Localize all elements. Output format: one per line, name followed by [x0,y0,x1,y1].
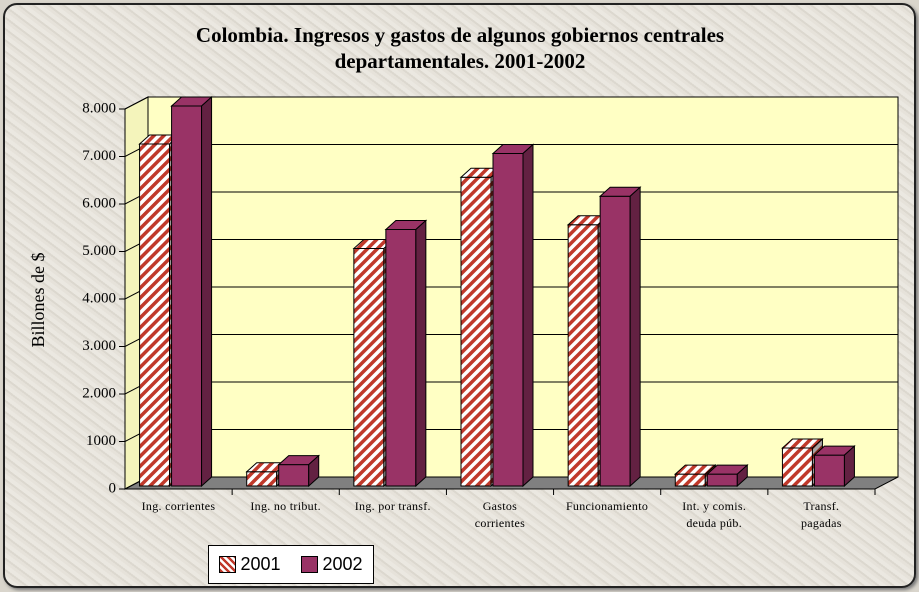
bar [705,464,749,488]
y-tick-label: 3.000 [82,338,116,354]
bar-shade [415,220,426,486]
bar-shade [737,465,748,486]
bar [170,95,213,488]
bar-side [843,445,855,488]
bar-front [813,454,845,487]
bar [491,143,535,488]
x-tick-label: Int. y comis. deuda púb. [682,499,747,530]
legend-label: 2002 [322,554,363,574]
legend-swatch [219,556,237,573]
bar-front [599,195,631,487]
bar-shade [844,446,855,486]
bar-shade [201,97,212,486]
x-tick-label: Transf. pagadas [800,499,842,530]
y-tick-label: 7.000 [82,148,116,164]
bar-shade [308,455,319,486]
bar [384,219,428,488]
grid-line [124,96,898,110]
y-tick-label: 2.000 [82,385,116,401]
legend-item: 2002 [301,554,363,575]
bar-front [353,248,385,487]
x-tick-label: Funcionamiento [565,499,649,513]
y-tick-label: 8.000 [82,100,116,116]
bar-side [629,186,641,488]
bar-front [781,447,813,487]
y-tick-label: 4.000 [82,290,116,306]
chart-title: Colombia. Ingresos y gastos de algunos g… [195,23,725,73]
legend-swatch [301,556,319,573]
legend-label: 2001 [240,554,281,574]
y-tick-label: 5.000 [82,243,116,259]
bar-side [415,219,427,488]
bar-front [246,471,278,487]
bar-front [567,224,599,487]
bar-front [171,105,203,487]
y-axis-label: Billones de $ [28,253,48,348]
x-tick-label: Ing. corrientes [141,499,216,513]
bar-side [201,95,213,488]
x-tick-label: Ing. no tribut. [250,499,321,513]
bar [277,454,321,488]
bar [813,445,856,488]
bar-front [139,143,171,487]
legend-item: 2001 [219,554,281,575]
bar [598,186,642,488]
bar-front [278,464,310,487]
bar-front [492,153,524,487]
y-tick-label: 1000 [86,433,116,449]
bar-side [522,143,534,488]
bar-front [706,473,738,487]
bar-front [674,473,706,487]
x-tick-label: Gastos corrientes [474,499,526,530]
y-tick-label: 6.000 [82,195,116,211]
bar-shade [630,187,641,486]
bar-shade [523,144,533,486]
legend: 2001 2002 [208,545,374,584]
x-tick-label: Ing. por transf. [354,499,431,513]
bar-side [736,464,748,488]
bar-side [308,454,320,488]
bar-front [385,229,417,487]
bar-front [460,176,492,487]
y-tick-label: 0 [109,480,117,496]
